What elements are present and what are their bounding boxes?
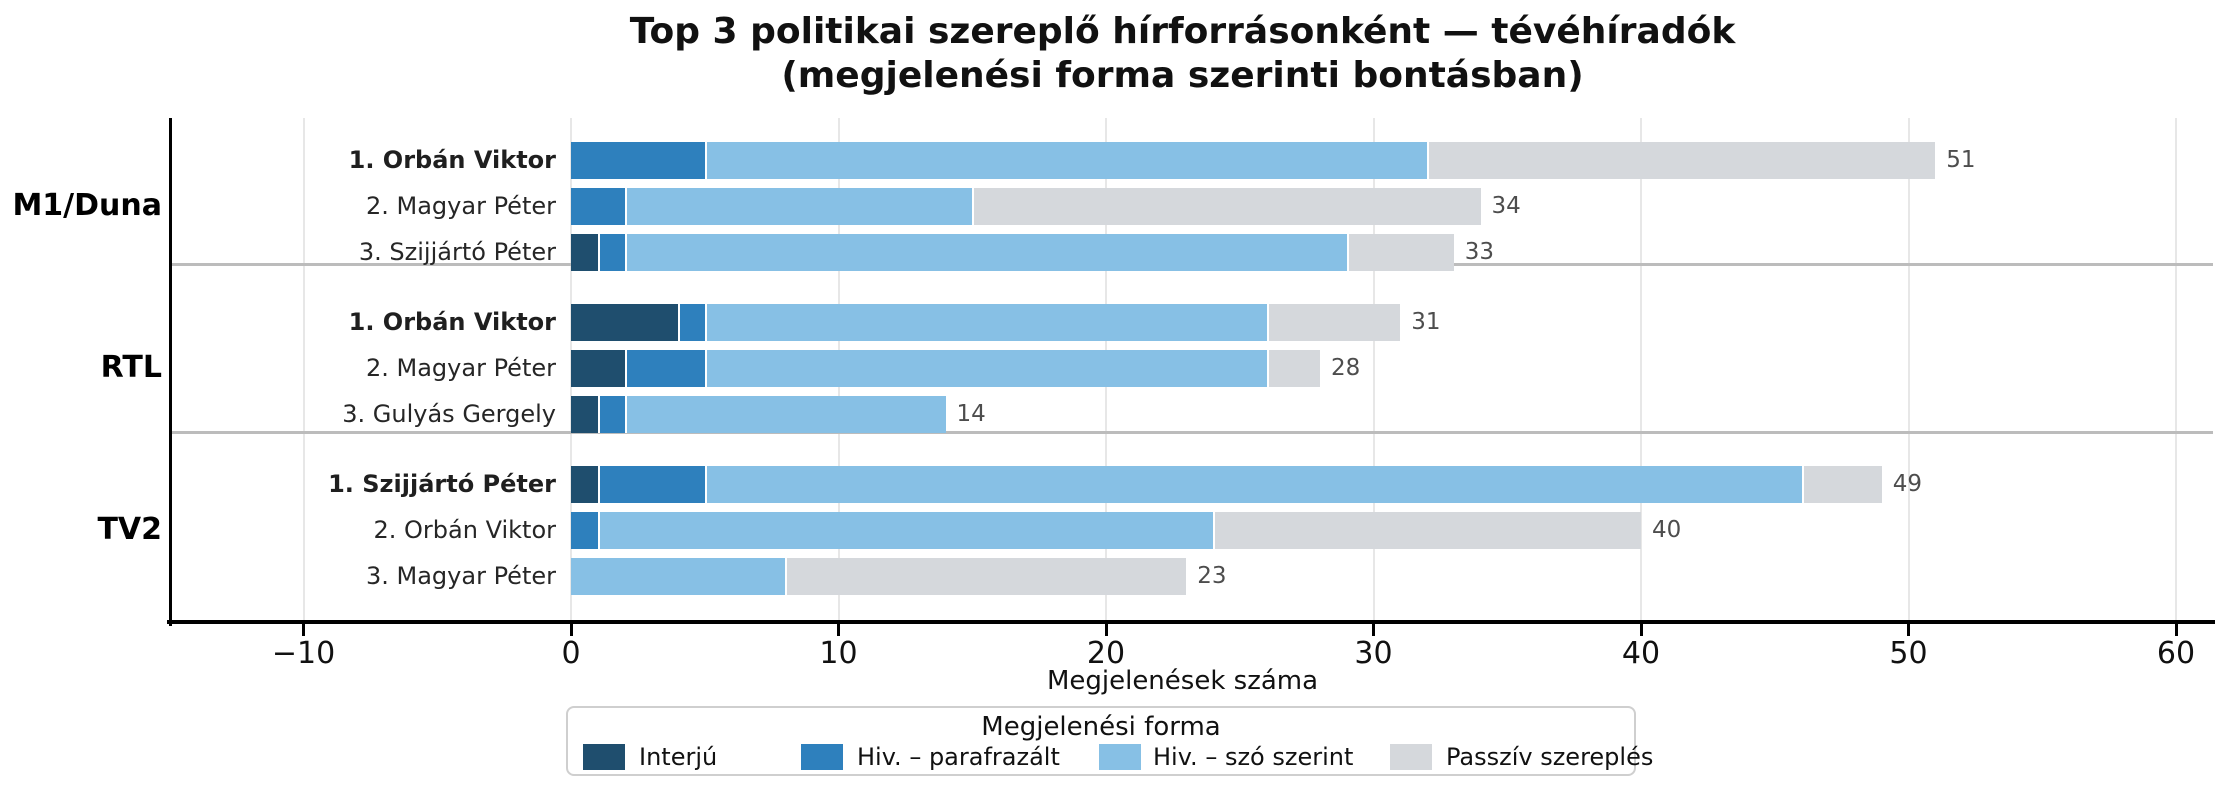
legend-swatch (1099, 744, 1141, 770)
bar-segment (571, 395, 598, 433)
chart-title-line1: Top 3 politikai szereplő hírforrásonként… (629, 11, 1736, 52)
value-label: 34 (1491, 193, 1521, 219)
row-label: 1. Orbán Viktor (348, 146, 556, 174)
bar-segment (1266, 303, 1401, 341)
bar-segment (597, 511, 1213, 549)
bar-segment (1801, 465, 1882, 503)
x-tick-mark (1907, 624, 1910, 636)
x-tick-mark (1104, 624, 1108, 636)
bar-segment (972, 187, 1481, 225)
legend-label: Passzív szereplés (1446, 743, 1654, 771)
bar-segment (571, 141, 705, 179)
x-tick-mark (1372, 624, 1375, 636)
bar-segment (597, 395, 625, 433)
x-tick-mark (1639, 624, 1643, 636)
row-label: 2. Magyar Péter (365, 192, 556, 220)
value-label: 40 (1652, 517, 1682, 543)
bar-segment (624, 395, 946, 433)
gridline (1907, 118, 1910, 622)
bar-segment (624, 187, 973, 225)
bar-segment (624, 349, 705, 387)
legend-label: Interjú (639, 743, 718, 771)
bar-segment (571, 349, 625, 387)
y-axis-spine (169, 118, 172, 626)
bar-segment (704, 465, 1802, 503)
legend-label: Hiv. – parafrazált (857, 743, 1060, 771)
x-tick-label: 30 (1354, 636, 1393, 671)
gridline (302, 118, 305, 622)
chart-title-line2: (megjelenési forma szerinti bontásban) (781, 55, 1584, 96)
bar-segment (1266, 349, 1320, 387)
group-label: TV2 (97, 512, 162, 547)
value-label: 33 (1464, 239, 1495, 265)
x-tick-mark (2174, 624, 2178, 636)
bar-segment (704, 303, 1267, 341)
legend-label: Hiv. – szó szerint (1153, 743, 1354, 771)
value-label: 14 (956, 401, 986, 427)
legend-swatch (801, 744, 843, 770)
value-label: 31 (1411, 309, 1441, 335)
bar-segment (1427, 141, 1936, 179)
bar-segment (704, 141, 1427, 179)
row-label: 3. Szijjártó Péter (358, 238, 556, 266)
group-label: M1/Duna (12, 188, 162, 223)
value-label: 28 (1331, 355, 1361, 381)
x-tick-label: 50 (1889, 636, 1928, 671)
legend-box: Megjelenési forma Interjú Hiv. – parafraz… (566, 706, 1653, 776)
x-axis-label: Megjelenések száma (1046, 666, 1319, 696)
bar-segment (1346, 233, 1454, 271)
x-tick-label: −10 (271, 636, 336, 671)
value-label: 49 (1892, 471, 1923, 497)
row-label: 3. Gulyás Gergely (342, 400, 556, 428)
row-label: 1. Szijjártó Péter (328, 470, 556, 498)
legend-swatch (1390, 744, 1432, 770)
x-tick-label: 60 (2156, 636, 2196, 671)
bar-segment (678, 303, 705, 341)
value-label: 51 (1946, 147, 1976, 173)
x-tick-mark (569, 624, 573, 636)
bar-segment (571, 465, 598, 503)
bar-segment (1213, 511, 1641, 549)
x-tick-label: 20 (1086, 636, 1126, 671)
chart-title: Top 3 politikai szereplő hírforrásonként… (150, 10, 2215, 98)
group-label: RTL (100, 350, 162, 385)
gridline (1372, 118, 1375, 622)
bar-segment (704, 349, 1267, 387)
x-tick-mark (837, 624, 840, 636)
value-label: 23 (1197, 563, 1227, 589)
x-axis-spine (167, 620, 2215, 624)
x-tick-mark (302, 624, 305, 636)
gridline (2175, 118, 2177, 622)
bar-segment (785, 557, 1187, 595)
bar-segment (597, 233, 625, 271)
x-tick-label: 10 (819, 636, 858, 671)
legend-title: Megjelenési forma (981, 712, 1221, 742)
row-label: 3. Magyar Péter (365, 562, 556, 590)
x-tick-label: 0 (561, 636, 581, 671)
bar-segment (571, 233, 598, 271)
legend-swatch (583, 744, 625, 770)
row-label: 2. Orbán Viktor (373, 516, 556, 544)
x-tick-label: 40 (1621, 636, 1661, 671)
bar-segment (571, 557, 785, 595)
group-separator (170, 431, 2213, 434)
row-label: 2. Magyar Péter (365, 354, 556, 382)
row-label: 1. Orbán Viktor (348, 308, 556, 336)
gridline (1640, 118, 1642, 622)
bar-segment (624, 233, 1347, 271)
bar-segment (571, 511, 598, 549)
bar-segment (597, 465, 705, 503)
bar-segment (571, 303, 678, 341)
bar-segment (571, 187, 625, 225)
